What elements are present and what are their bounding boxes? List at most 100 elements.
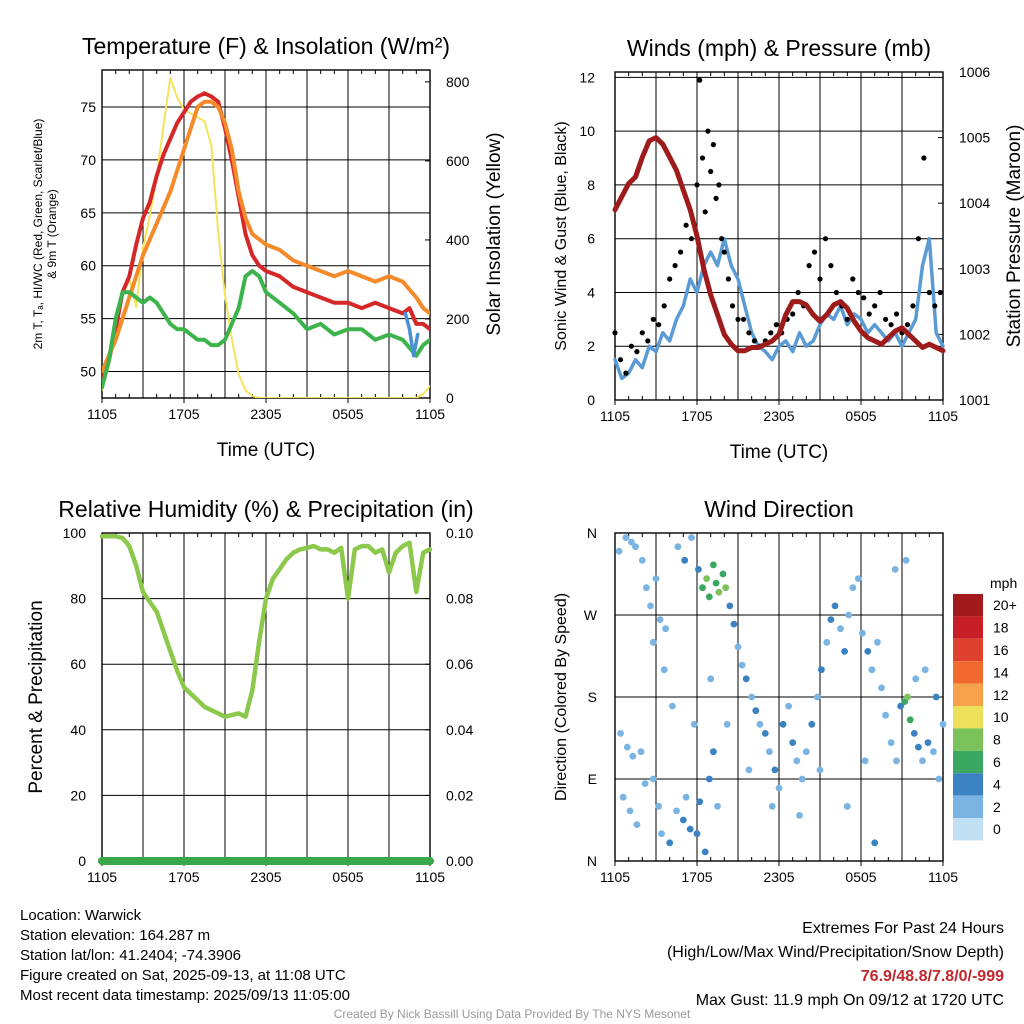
direction-point (633, 821, 641, 828)
gust-point (708, 168, 714, 175)
y2-tick-label: 600 (446, 153, 470, 169)
credit-text: Created By Nick Bassill Using Data Provi… (333, 1007, 691, 1021)
legend-swatch (953, 773, 983, 796)
direction-point (647, 602, 654, 610)
gust-point (612, 330, 618, 336)
y-tick-label: 60 (80, 258, 96, 274)
direction-point (701, 848, 709, 856)
y2-axis-label: Station Pressure (Maroon) (1004, 125, 1024, 348)
panel-2 (101, 532, 431, 866)
gust-point (639, 330, 645, 336)
gust-point (716, 182, 722, 188)
direction-point (628, 538, 635, 546)
gust-point (844, 316, 850, 322)
direction-point (837, 625, 844, 633)
direction-point (615, 547, 623, 555)
direction-point (637, 748, 645, 756)
x-tick-label: 1105 (415, 406, 445, 422)
gust-point (713, 195, 719, 201)
x-tick-label: 1105 (87, 869, 117, 885)
extremes-legend: (High/Low/Max Wind/Precipitation/Snow De… (666, 944, 1004, 961)
x-tick-label: 0505 (332, 869, 363, 885)
gust-point (688, 236, 695, 242)
x-tick-label: 0505 (845, 408, 876, 424)
gust-point (817, 276, 823, 282)
legend-swatch (953, 750, 983, 774)
direction-point (930, 748, 937, 756)
y-axis-label-line2: & 9m T (Orange) (45, 189, 59, 279)
legend-swatch (953, 706, 983, 729)
x-axis-label: Time (UTC) (217, 440, 316, 461)
gust-point (806, 263, 812, 269)
direction-point (626, 807, 634, 815)
direction-point (662, 625, 669, 633)
direction-point (868, 666, 876, 674)
direction-point (843, 802, 851, 810)
direction-point (789, 739, 797, 746)
x-tick-label: 1105 (600, 869, 630, 885)
gust-point (710, 142, 717, 148)
direction-point (688, 534, 695, 541)
elevation-text: Station elevation: 164.287 m (20, 927, 211, 944)
y-tick-label: 0 (587, 392, 595, 408)
direction-point (669, 702, 676, 710)
x-tick-label: 0505 (332, 406, 363, 422)
y-tick-label: 6 (587, 231, 595, 247)
direction-point (719, 570, 727, 578)
x-tick-label: 2305 (763, 869, 794, 885)
direction-point (849, 584, 857, 592)
gust-point (811, 249, 818, 255)
legend-label: 0 (993, 821, 1001, 837)
gust-point (888, 322, 894, 328)
y2-tick-label: 0.08 (446, 591, 473, 607)
y2-tick-label: 0 (446, 390, 454, 406)
legend-label: 14 (993, 664, 1009, 680)
gust-point (904, 322, 911, 328)
direction-point (887, 739, 895, 746)
gust-point (740, 316, 747, 322)
direction-point (798, 775, 806, 783)
direction-point (649, 638, 657, 646)
x-tick-label: 1705 (681, 869, 712, 885)
x-tick-label: 2305 (250, 869, 281, 885)
gust-point (645, 338, 651, 344)
gust-point (697, 77, 703, 83)
gust-point (795, 289, 801, 296)
direction-point (690, 720, 698, 728)
gust-point (623, 370, 629, 376)
direction-point (726, 602, 734, 610)
legend-label: 8 (993, 732, 1001, 748)
legend-label: 10 (993, 709, 1009, 725)
direction-point (629, 752, 637, 760)
direction-point (919, 757, 926, 765)
x-tick-label: 2305 (250, 406, 281, 422)
gust-point (650, 316, 656, 322)
direction-point (730, 620, 738, 628)
gust-point (932, 303, 938, 309)
direction-point (686, 825, 694, 833)
gust-point (833, 289, 840, 296)
direction-point (761, 730, 769, 737)
direction-point (816, 766, 824, 774)
y2-tick-label: 800 (446, 74, 470, 90)
y-tick-label: 50 (80, 364, 96, 380)
gust-point (773, 322, 779, 328)
direction-point (756, 720, 764, 728)
gust-point (634, 349, 640, 355)
direction-point (861, 757, 869, 765)
direction-point (878, 684, 885, 692)
panel-title: Relative Humidity (%) & Precipitation (i… (58, 496, 473, 522)
gust-point (672, 263, 678, 269)
direction-point (831, 602, 839, 610)
y2-tick-label: 200 (446, 311, 470, 327)
gust-point (699, 155, 706, 161)
direction-point (652, 575, 660, 582)
y2-tick-label: 0.04 (446, 722, 473, 738)
direction-point (710, 561, 717, 569)
legend-swatch (953, 638, 983, 662)
legend-swatch (953, 818, 983, 841)
direction-point (912, 675, 920, 683)
direction-point (921, 666, 929, 674)
direction-point (655, 802, 663, 810)
